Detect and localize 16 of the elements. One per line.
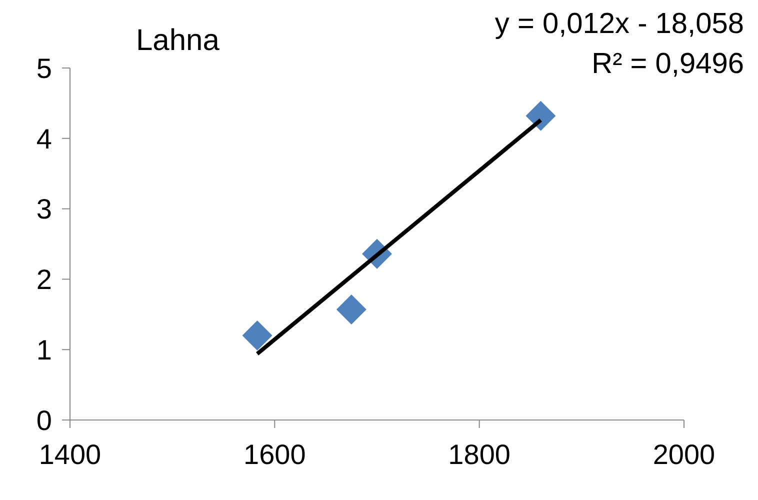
chart-title: Lahna — [136, 24, 220, 58]
point — [242, 320, 272, 351]
y-tick-label: 0 — [36, 404, 52, 436]
y-tick-label: 2 — [36, 264, 52, 296]
y-tick-label: 1 — [36, 334, 52, 366]
point — [336, 294, 366, 324]
point — [526, 100, 556, 131]
y-tick-label: 5 — [36, 52, 52, 84]
text: y = 0,012x - 18,058 — [494, 7, 744, 42]
x-tick-label: 1600 — [244, 438, 306, 470]
x-tick-label: 1400 — [38, 438, 102, 470]
x-tick-label: 2000 — [652, 438, 716, 470]
x-tick-label: 1800 — [448, 438, 510, 470]
y-tick-label: 4 — [36, 123, 52, 154]
annotation: R² = 0,9496 — [590, 47, 744, 82]
y-tick-label: 3 — [36, 194, 52, 225]
